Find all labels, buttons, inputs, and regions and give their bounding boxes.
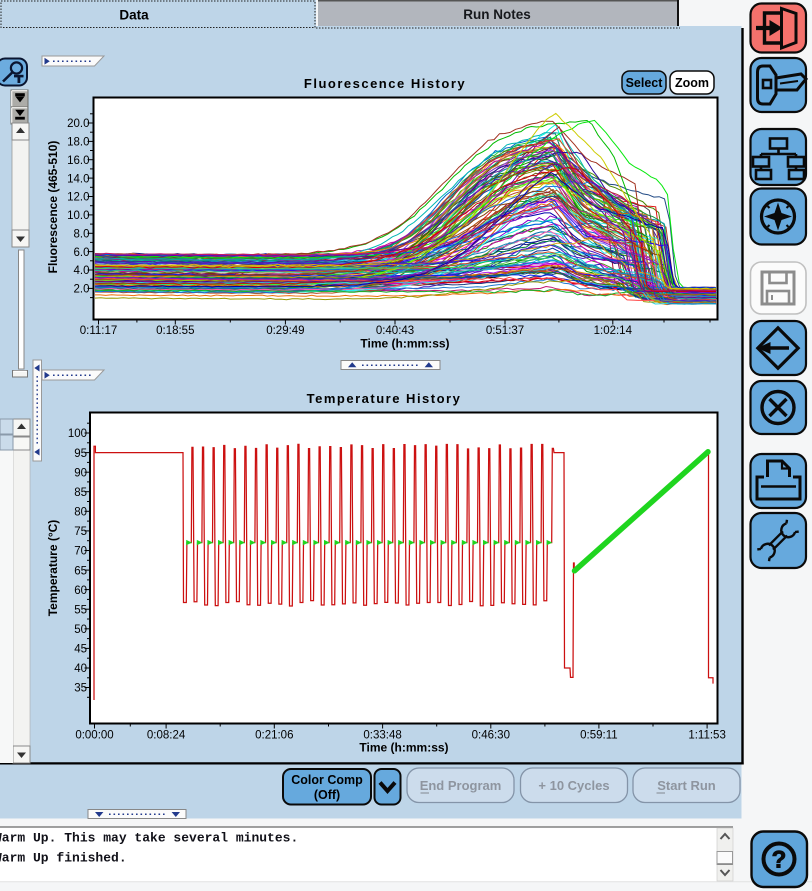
svg-text:0:21:06: 0:21:06 [255, 730, 293, 742]
svg-text:Start Run: Start Run [657, 778, 716, 793]
svg-text:80: 80 [74, 507, 87, 519]
svg-text:20.0: 20.0 [67, 118, 89, 130]
svg-text:0:29:49: 0:29:49 [266, 325, 304, 337]
svg-text:Temperature History: Temperature History [307, 391, 462, 406]
svg-text:?: ? [772, 847, 787, 874]
svg-text:Run Notes: Run Notes [463, 7, 531, 22]
svg-text:4.0: 4.0 [74, 265, 90, 277]
svg-text:65: 65 [74, 565, 87, 577]
svg-text:0:11:17: 0:11:17 [80, 325, 118, 337]
svg-text:0:40:43: 0:40:43 [376, 325, 414, 337]
svg-text:Time (h:mm:ss): Time (h:mm:ss) [360, 337, 449, 351]
svg-text:10.0: 10.0 [67, 210, 89, 222]
svg-text:0:51:37: 0:51:37 [486, 325, 524, 337]
svg-text:Zoom: Zoom [675, 76, 709, 90]
svg-text:35: 35 [74, 683, 87, 695]
svg-text:0:59:11: 0:59:11 [580, 730, 618, 742]
svg-text:0:00:00: 0:00:00 [75, 730, 113, 742]
svg-text:14.0: 14.0 [67, 173, 89, 185]
svg-text:Temperature (°C): Temperature (°C) [46, 520, 60, 617]
svg-text:50: 50 [74, 624, 87, 636]
svg-text:95: 95 [74, 448, 87, 460]
svg-text:40: 40 [74, 663, 87, 675]
svg-text:60: 60 [74, 585, 87, 597]
svg-text:55: 55 [74, 604, 87, 616]
svg-text:75: 75 [74, 526, 87, 538]
svg-text:16.0: 16.0 [67, 155, 89, 167]
svg-text:+ 10 Cycles: + 10 Cycles [538, 778, 609, 793]
svg-text:2.0: 2.0 [74, 284, 90, 296]
svg-text:End Program: End Program [420, 778, 502, 793]
svg-text:12.0: 12.0 [67, 192, 89, 204]
svg-text:Warm Up. This may take several: Warm Up. This may take several minutes. [0, 831, 298, 846]
svg-text:85: 85 [74, 487, 87, 499]
svg-text:Fluorescence (465-510): Fluorescence (465-510) [46, 141, 60, 274]
svg-text:Color Comp: Color Comp [291, 773, 363, 787]
svg-text:0:46:30: 0:46:30 [472, 730, 510, 742]
svg-text:1:11:53: 1:11:53 [688, 730, 726, 742]
svg-text:0:18:55: 0:18:55 [156, 325, 194, 337]
svg-text:1:02:14: 1:02:14 [594, 325, 633, 337]
svg-text:0:08:24: 0:08:24 [147, 730, 186, 742]
svg-text:Select: Select [626, 76, 664, 90]
svg-text:Data: Data [119, 8, 149, 23]
svg-text:8.0: 8.0 [74, 229, 90, 241]
svg-text:90: 90 [74, 467, 87, 479]
svg-text:45: 45 [74, 644, 87, 656]
svg-text:100: 100 [68, 428, 87, 440]
svg-text:6.0: 6.0 [74, 247, 90, 259]
svg-text:Fluorescence History: Fluorescence History [304, 76, 466, 91]
svg-text:(Off): (Off) [314, 788, 340, 802]
svg-text:Time (h:mm:ss): Time (h:mm:ss) [359, 741, 448, 755]
svg-text:70: 70 [74, 546, 87, 558]
svg-text:18.0: 18.0 [67, 137, 89, 149]
svg-text:0:33:48: 0:33:48 [363, 730, 401, 742]
svg-text:Warm Up finished.: Warm Up finished. [0, 851, 127, 866]
